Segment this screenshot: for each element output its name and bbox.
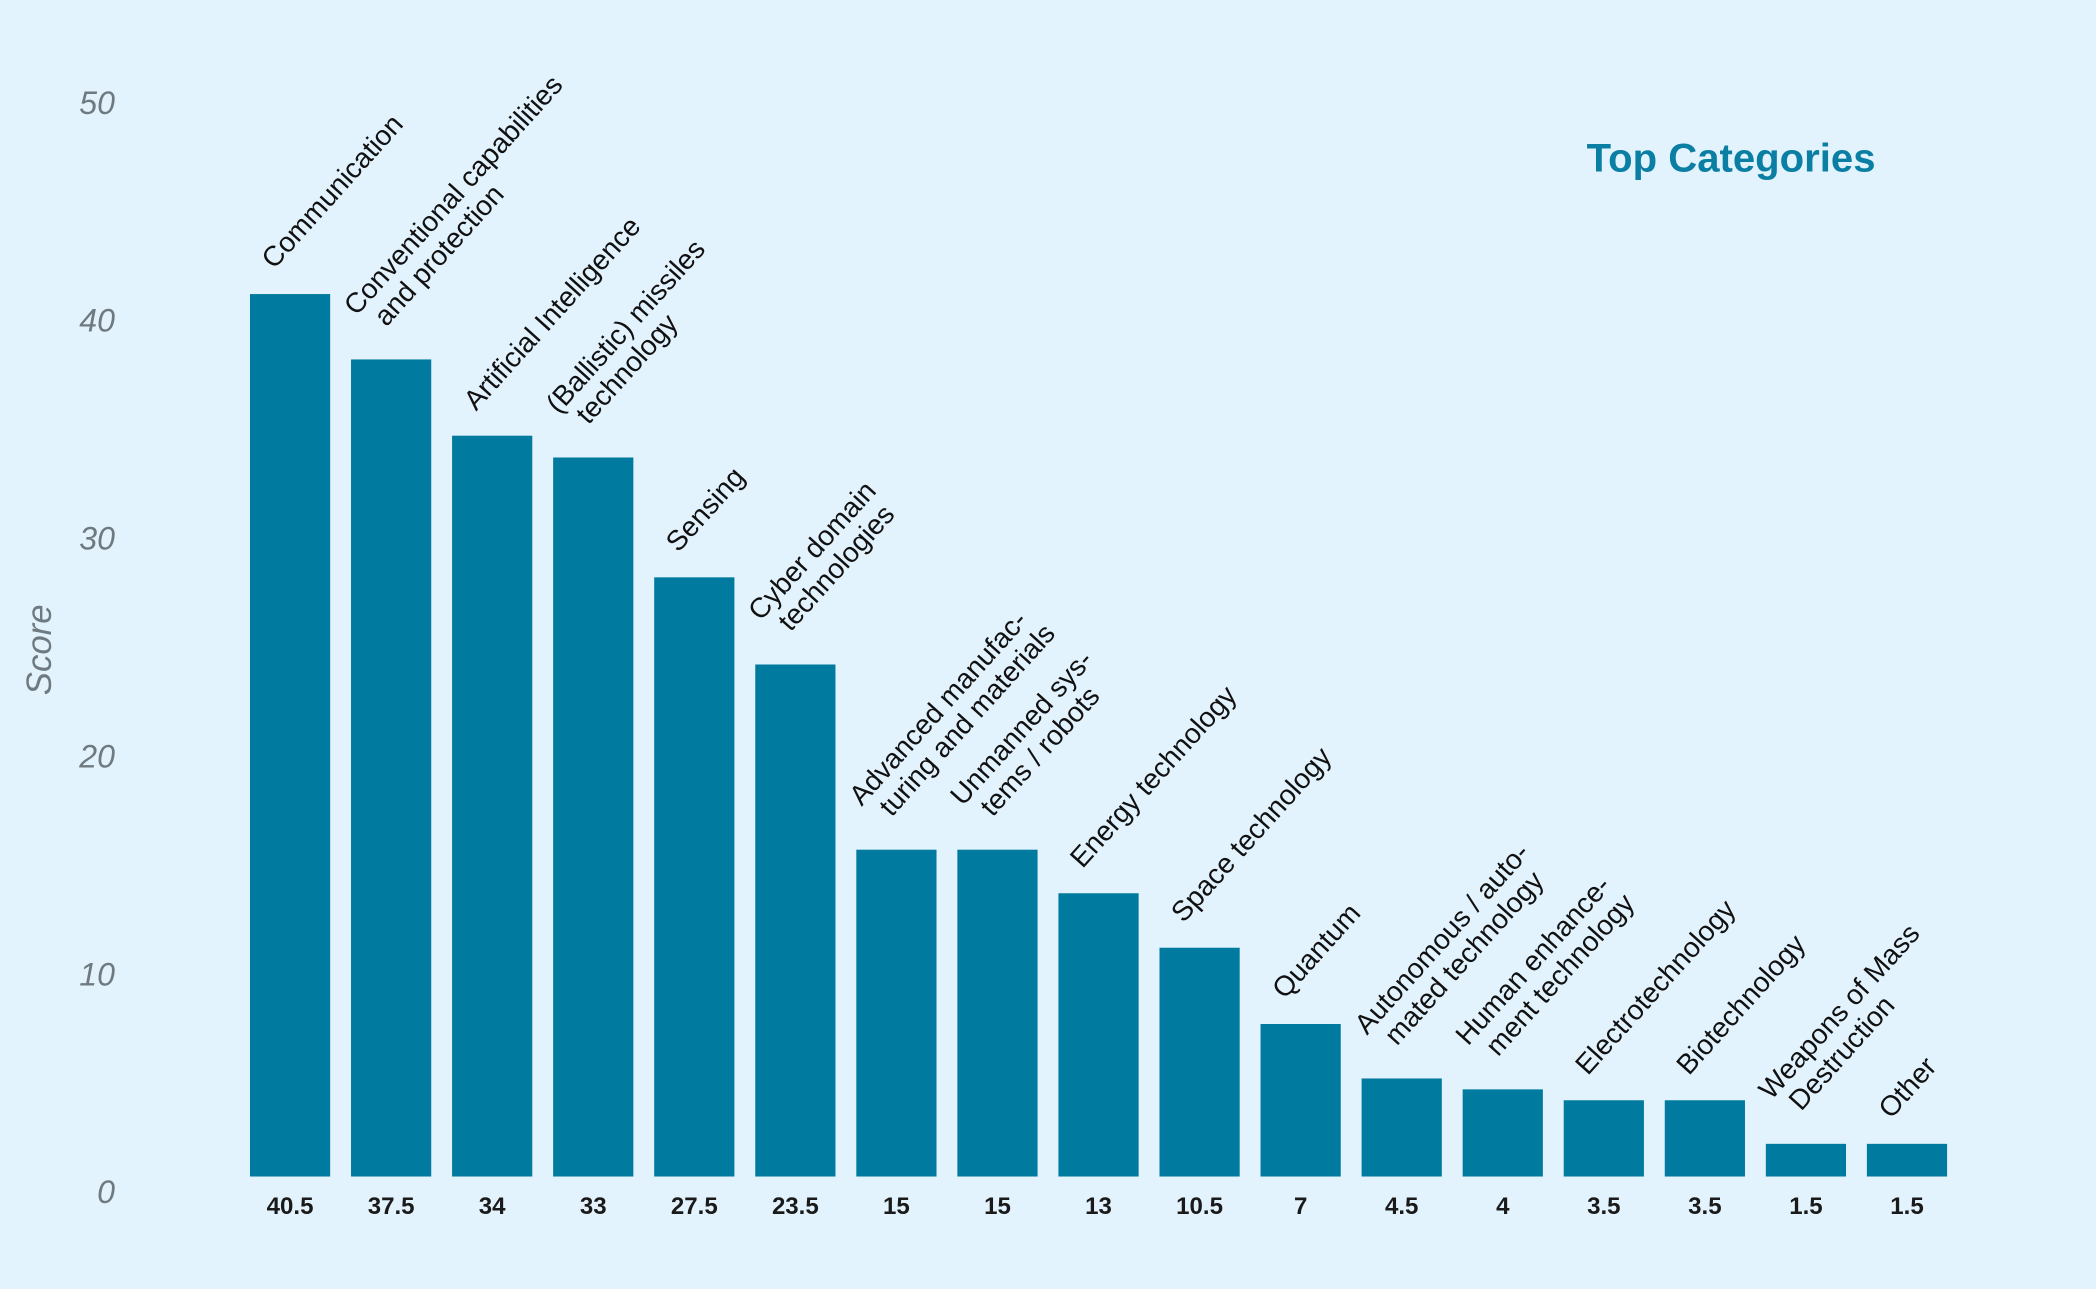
value-label: 4.5 <box>1385 1193 1418 1220</box>
value-label: 40.5 <box>267 1193 314 1220</box>
value-label: 1.5 <box>1890 1193 1923 1220</box>
bar <box>452 435 533 1177</box>
value-label: 4 <box>1496 1193 1510 1220</box>
bar <box>553 457 634 1177</box>
bar <box>1866 1143 1948 1177</box>
chart-title: Top Categories <box>1587 136 1876 180</box>
value-label: 15 <box>883 1193 910 1220</box>
value-label: 23.5 <box>772 1193 819 1220</box>
value-label: 27.5 <box>671 1193 718 1220</box>
bar <box>249 294 331 1177</box>
y-axis-label: Score <box>21 604 59 695</box>
value-label: 7 <box>1294 1193 1307 1220</box>
bar <box>1664 1100 1745 1177</box>
value-label: 15 <box>984 1193 1011 1220</box>
value-label: 10.5 <box>1176 1193 1223 1220</box>
bar <box>351 359 432 1177</box>
bar <box>1462 1089 1543 1177</box>
y-tick-label: 40 <box>79 303 115 339</box>
value-label: 13 <box>1085 1193 1112 1220</box>
bar <box>1058 893 1139 1177</box>
value-label: 3.5 <box>1587 1193 1620 1220</box>
y-tick-label: 10 <box>79 956 115 992</box>
y-tick-label: 20 <box>78 738 115 774</box>
value-label: 37.5 <box>368 1193 415 1220</box>
bar <box>755 664 836 1177</box>
value-label: 33 <box>580 1193 607 1220</box>
bar <box>856 849 937 1177</box>
y-tick-label: 30 <box>79 521 115 557</box>
bar <box>654 577 735 1177</box>
y-tick-label: 0 <box>97 1174 115 1210</box>
value-label: 1.5 <box>1789 1193 1822 1220</box>
bar <box>1260 1023 1341 1177</box>
bar <box>1563 1100 1644 1177</box>
bar <box>1159 947 1240 1177</box>
bar <box>1765 1143 1847 1177</box>
bar <box>1361 1078 1442 1177</box>
value-label: 3.5 <box>1688 1193 1721 1220</box>
value-label: 34 <box>479 1193 506 1220</box>
y-tick-label: 50 <box>79 85 115 121</box>
bar <box>957 849 1038 1177</box>
